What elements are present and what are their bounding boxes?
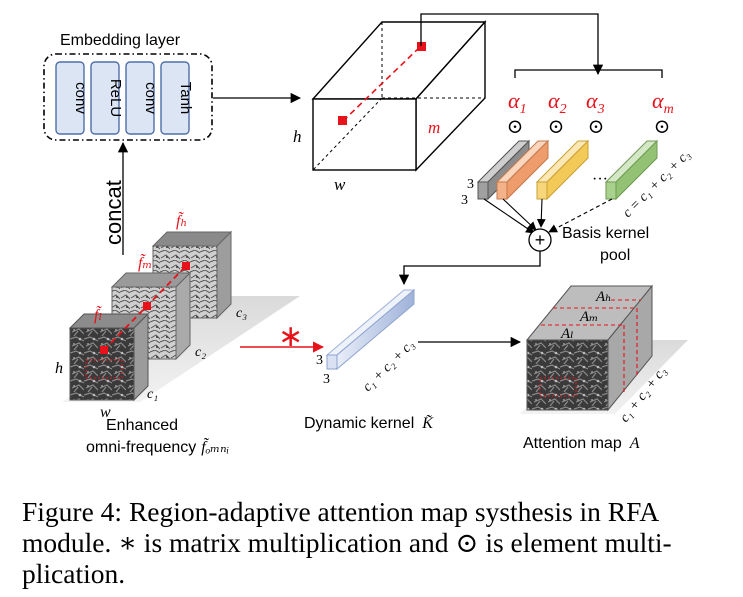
figure-diagram: Embedding layer conv ReLU conv Tanh conc… xyxy=(43,13,694,456)
sum-symbol: + xyxy=(535,230,546,250)
svg-text:α2: α2 xyxy=(548,88,567,117)
svg-text:αm: αm xyxy=(652,88,674,117)
arrow-kernel3-to-sum xyxy=(536,198,546,228)
alpha-1: α1 ⊙ xyxy=(507,88,527,138)
odot-2: ⊙ xyxy=(548,116,565,138)
svg-text:α1: α1 xyxy=(508,88,527,117)
embedding-tanh-box: Tanh xyxy=(160,61,194,135)
stack-pixel-high xyxy=(182,262,190,270)
stack-caption-line1: Enhanced xyxy=(106,417,178,434)
attention-layer-high: Aₕ xyxy=(595,289,612,305)
feature-cube-low xyxy=(68,312,150,402)
embedding-layer-conv1: conv xyxy=(72,82,89,114)
volume-h-label: h xyxy=(293,127,302,146)
attention-region-marker xyxy=(539,377,577,397)
embedding-layer-tanh: Tanh xyxy=(177,82,194,115)
stack-pixel-low xyxy=(100,346,108,354)
embedding-relu-box: ReLU xyxy=(90,61,124,135)
odot-m: ⊙ xyxy=(654,116,671,138)
embedding-layer-relu: ReLU xyxy=(107,79,124,117)
basis-kernel-2 xyxy=(495,139,550,201)
dynamic-kernel-size-a: 3 xyxy=(316,353,323,368)
stack-caption-line2: omni-frequency f̃ₒₘₙᵢ xyxy=(86,438,229,456)
arrow-volume-to-alphas xyxy=(420,13,604,76)
basis-kernel-ellipsis: ··· xyxy=(592,171,608,188)
embedding-layer-title: Embedding layer xyxy=(60,32,181,49)
caption-line-1: Figure 4: Region-adaptive attention map … xyxy=(22,496,660,527)
volume-pixel-front xyxy=(338,116,347,125)
embedding-conv1-box: conv xyxy=(55,61,89,135)
figure-caption: Figure 4: Region-adaptive attention map … xyxy=(22,496,728,589)
arrow-kernelm-to-sum xyxy=(548,198,613,233)
basis-kernel-pool-label-line2: pool xyxy=(600,247,630,264)
basis-kernel-pool: 3 3 ··· c = c₁ + c₂ + c₃ Basis kernel po… xyxy=(461,139,694,264)
channel-label-c3: c₃ xyxy=(236,306,247,321)
arrow-kernel1-to-sum xyxy=(483,198,535,234)
embedding-layer-conv2: conv xyxy=(142,82,159,114)
alpha-weights: α1 ⊙ α2 ⊙ α3 ⊙ αm ⊙ xyxy=(507,88,674,138)
feature-label-mid: f̃ₘ xyxy=(138,254,152,272)
odot-3: ⊙ xyxy=(588,116,605,138)
feature-label-low: f̃ₗ xyxy=(94,306,102,324)
caption-line-2: module. ∗ is matrix multiplication and ⊙… xyxy=(22,527,672,558)
arrow-kernel2-to-sum xyxy=(502,198,537,231)
attention-map: Aₕ Aₘ Aₗ c₁ + c₂ + c₃ Attention map A xyxy=(520,284,688,452)
alpha-2: α2 ⊙ xyxy=(548,88,567,138)
dynamic-kernel: 3 3 c₁ + c₂ + c₃ Dynamic kernel K̃ xyxy=(304,288,434,432)
channel-label-c1: c₁ xyxy=(147,387,158,402)
odot-1: ⊙ xyxy=(507,116,524,138)
basis-kernel-size-b: 3 xyxy=(461,193,468,208)
stack-region-marker xyxy=(85,359,123,379)
feature-volume: h w m xyxy=(293,20,487,194)
channel-label-c2: c₂ xyxy=(195,345,206,360)
basis-kernel-size-a: 3 xyxy=(467,177,474,192)
dynamic-kernel-label: Dynamic kernel K̃ xyxy=(304,414,434,432)
volume-pixel-back xyxy=(417,42,426,51)
dynamic-kernel-size-b: 3 xyxy=(323,372,330,387)
stack-w-label: w xyxy=(100,404,111,421)
basis-kernel-3 xyxy=(535,139,590,201)
attention-layer-mid: Aₘ xyxy=(579,309,598,325)
dynamic-kernel-channel-label: c₁ + c₂ + c₃ xyxy=(360,337,417,394)
volume-w-label: w xyxy=(334,175,346,194)
matrix-multiplication: ∗ xyxy=(240,320,325,353)
embedding-layer-frame xyxy=(43,53,213,141)
basis-kernel-m xyxy=(604,139,659,201)
caption-line-3: plication. xyxy=(22,558,126,589)
omni-frequency-stack: f̃ₕ f̃ₘ f̃ₗ c₃ c₂ c₁ h w Enhanced omni-f… xyxy=(55,212,300,456)
alpha-3: α3 ⊙ xyxy=(586,88,605,138)
stack-h-label: h xyxy=(55,360,63,377)
attention-layer-low: Aₗ xyxy=(560,326,574,342)
embedding-layer-block: Embedding layer conv ReLU conv Tanh xyxy=(43,32,213,141)
embedding-conv2-box: conv xyxy=(125,61,159,135)
feature-label-high: f̃ₕ xyxy=(176,212,187,230)
alpha-bracket xyxy=(514,69,663,78)
stack-pixel-mid xyxy=(143,302,151,310)
volume-m-label: m xyxy=(428,118,440,137)
arrow-sum-to-dynamic-kernel xyxy=(398,251,541,286)
multiply-symbol: ∗ xyxy=(278,320,303,353)
concat-label: concat xyxy=(101,180,126,245)
attention-map-label: Attention map A xyxy=(523,435,640,452)
alpha-m: αm ⊙ xyxy=(652,88,674,138)
basis-kernel-pool-label-line1: Basis kernel xyxy=(562,225,649,242)
sum-node: + xyxy=(528,228,552,252)
svg-text:α3: α3 xyxy=(586,88,605,117)
